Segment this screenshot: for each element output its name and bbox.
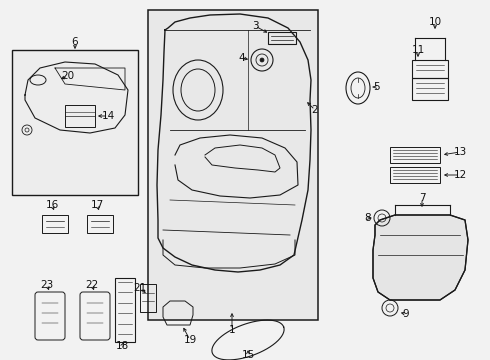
Text: 12: 12: [453, 170, 466, 180]
Text: 20: 20: [61, 71, 74, 81]
Text: 11: 11: [412, 45, 425, 55]
Ellipse shape: [260, 58, 264, 62]
Bar: [148, 10, 318, 320]
Bar: [115, 278, 135, 342]
Text: 17: 17: [90, 200, 103, 210]
Text: 2: 2: [312, 105, 318, 115]
Text: 3: 3: [252, 21, 258, 31]
Text: 10: 10: [428, 17, 441, 27]
Bar: [87, 215, 113, 233]
Bar: [390, 147, 440, 163]
Text: 18: 18: [115, 341, 129, 351]
Bar: [42, 215, 68, 233]
Bar: [412, 60, 448, 78]
Text: 22: 22: [85, 280, 98, 290]
Text: 1: 1: [229, 325, 235, 335]
Text: 15: 15: [242, 350, 255, 360]
Text: 16: 16: [46, 200, 59, 210]
Text: 6: 6: [72, 37, 78, 47]
Text: 4: 4: [239, 53, 245, 63]
Text: 5: 5: [373, 82, 379, 92]
Text: 19: 19: [183, 335, 196, 345]
Bar: [268, 32, 296, 44]
Bar: [65, 105, 95, 127]
Text: 23: 23: [40, 280, 53, 290]
Text: 8: 8: [365, 213, 371, 223]
Text: 13: 13: [453, 147, 466, 157]
Bar: [12, 50, 138, 195]
Bar: [140, 284, 156, 312]
Text: 7: 7: [418, 193, 425, 203]
Text: 14: 14: [101, 111, 115, 121]
Bar: [412, 78, 448, 100]
Text: 9: 9: [403, 309, 409, 319]
Bar: [390, 167, 440, 183]
Polygon shape: [373, 215, 468, 300]
Text: 21: 21: [133, 283, 147, 293]
